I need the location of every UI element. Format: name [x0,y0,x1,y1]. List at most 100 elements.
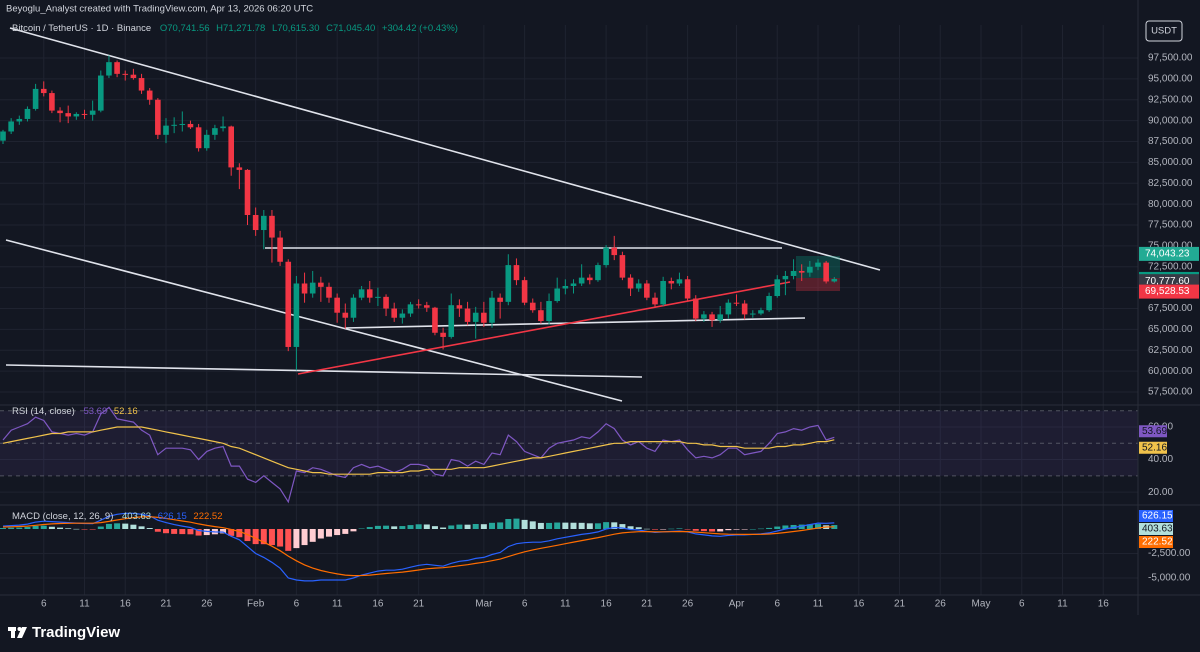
candle-body [627,277,634,289]
histogram-bar [782,525,789,529]
candle-body [472,312,479,322]
candle-body [49,93,55,111]
histogram-bar [521,519,528,529]
histogram-bar [423,524,430,529]
indicator-line [2,516,835,577]
candle-body [8,121,14,132]
histogram-bar [546,522,553,529]
histogram-bar [749,528,756,530]
candle-body [179,123,186,125]
candle-body [741,303,748,315]
candle-body [375,296,381,298]
candle-body [203,134,210,149]
histogram-bar [448,525,455,529]
histogram-bar [725,528,732,531]
candle-body [106,62,112,76]
histogram-bar [317,528,324,539]
histogram-bar [529,521,536,529]
x-tick-label: 16 [372,599,384,610]
candle-body [611,247,618,256]
histogram-bar [350,528,357,532]
macd-legend: MACD (close, 12, 26, 9) 403.63 626.15 22… [12,511,222,522]
histogram-bar [440,527,447,529]
candle-body [448,305,455,337]
candle-body [464,308,471,322]
histogram-bar [415,524,422,529]
histogram-bar [220,528,227,534]
price-tag [1139,284,1199,299]
indicator-line [2,512,835,582]
candle-body [228,126,234,168]
candle-body [440,332,446,337]
x-tick-label: 11 [332,599,343,610]
histogram-bar [89,528,96,530]
histogram-bar [236,528,243,538]
histogram-bar [16,527,23,529]
value-tag-label: 626.15 [1142,511,1173,522]
candle-body [456,305,463,309]
candle-body [782,275,789,280]
candle-body [236,167,243,170]
histogram-bar [334,528,341,536]
histogram-bar [717,528,724,532]
candle-body [73,113,80,117]
y-tick-label: 85,000.00 [1148,157,1193,168]
histogram-bar [268,528,275,546]
histogram-bar [342,528,349,534]
histogram-bar [431,526,438,529]
candle-body [277,237,283,262]
candle-body [122,73,129,75]
currency-button[interactable] [1145,20,1183,42]
candle-body [155,99,161,135]
high: H71,271.78 [216,23,265,34]
x-tick-label: 11 [1057,599,1068,610]
histogram-bar [684,528,691,530]
logo-part [17,627,22,631]
x-tick-label: 26 [682,599,694,610]
value-tag [1139,509,1173,522]
candle-body [415,304,422,306]
x-tick-label: Mar [475,599,493,610]
candle-body [301,283,308,294]
candle-body [252,215,259,231]
histogram-bar [815,524,821,529]
signal-value: 222.52 [193,511,222,522]
candle-body [668,280,675,284]
candle-body [293,283,300,347]
histogram-bar [228,528,235,536]
candle-body [89,110,96,115]
x-tick-label: 6 [774,599,780,610]
candle-body [644,283,650,298]
candle-body [652,297,658,305]
histogram-bar [456,524,463,529]
histogram-bar [676,528,683,529]
histogram-bar [399,526,406,529]
currency[interactable]: USDT [1151,26,1177,37]
macd-title: MACD (close, 12, 26, 9) [12,511,113,522]
value-tag-label: 52.16 [1142,442,1167,453]
x-tick-label: 21 [413,599,425,610]
y-tick-label: 90,000.00 [1148,115,1193,126]
candle-body [146,90,153,100]
histogram-bar [326,528,332,537]
candle-body [98,75,104,111]
histogram-bar [733,528,740,530]
histogram-bar [40,525,47,529]
candle-body [334,297,340,313]
candle-body [24,108,31,119]
candle-body [766,296,772,311]
candle-body [758,310,764,314]
candle-body [366,289,373,298]
candle-body [358,289,365,298]
candle-body [831,278,838,282]
histogram-bar [774,526,781,529]
candle-body [391,308,397,318]
rsi-ma-value: 52.16 [114,406,138,417]
candle-body [619,255,626,278]
candle-body [424,305,430,308]
grid-layer [0,25,1138,595]
histogram-bar [130,524,137,529]
histogram-bar [619,524,626,529]
